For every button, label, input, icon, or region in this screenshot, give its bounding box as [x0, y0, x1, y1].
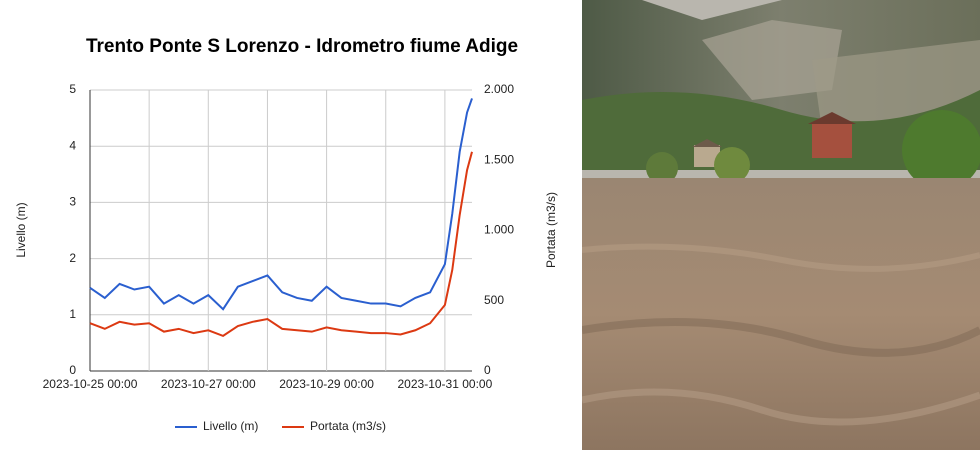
legend-label: Portata (m3/s) [310, 419, 386, 433]
x-tick-label: 2023-10-31 00:00 [398, 377, 493, 391]
y2-tick-label: 500 [484, 293, 504, 307]
y-tick-label: 1 [69, 307, 76, 321]
y2-tick-label: 1.000 [484, 223, 514, 237]
y2-tick-label: 0 [484, 363, 491, 377]
y-tick-label: 5 [69, 82, 76, 96]
chart-title: Trento Ponte S Lorenzo - Idrometro fiume… [86, 36, 518, 57]
legend-label: Livello (m) [203, 419, 258, 433]
y2-tick-label: 1.500 [484, 152, 514, 166]
data-line [89, 98, 473, 311]
y-axis-label: Livello (m) [14, 202, 28, 257]
flood-photo [582, 0, 980, 450]
chart: Trento Ponte S Lorenzo - Idrometro fiume… [14, 36, 558, 433]
y2-tick-label: 2.000 [484, 82, 514, 96]
x-tick-label: 2023-10-29 00:00 [279, 377, 374, 391]
x-tick-label: 2023-10-27 00:00 [161, 377, 256, 391]
y-tick-label: 2 [69, 251, 76, 265]
x-tick-label: 2023-10-25 00:00 [43, 377, 138, 391]
y-tick-label: 3 [69, 195, 76, 209]
y2-axis-label: Portata (m3/s) [544, 192, 558, 268]
data-line [89, 151, 473, 337]
y-tick-label: 0 [69, 363, 76, 377]
y-tick-label: 4 [69, 138, 76, 152]
